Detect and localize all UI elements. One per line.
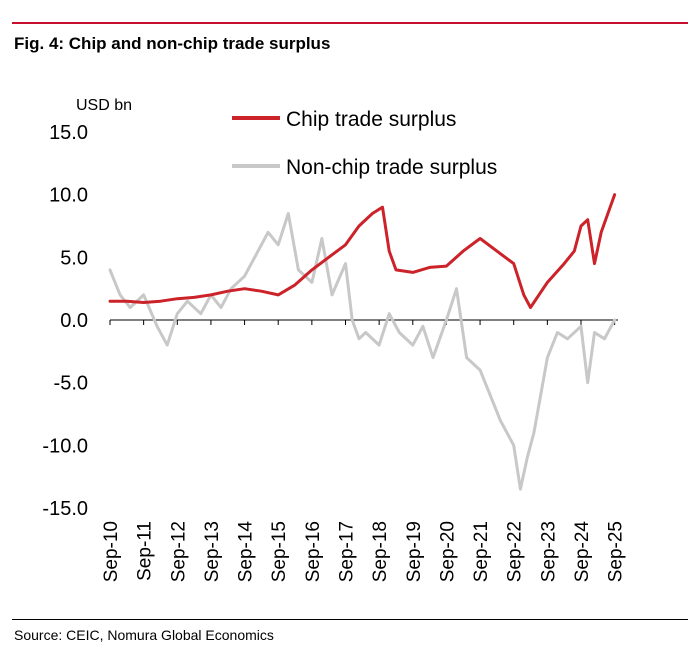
source-note: Source: CEIC, Nomura Global Economics bbox=[14, 627, 274, 643]
y-tick-label: -10.0 bbox=[42, 435, 88, 457]
x-tick-label: Sep-18 bbox=[370, 521, 391, 582]
series-layer bbox=[108, 193, 617, 491]
y-tick-label: 5.0 bbox=[60, 247, 88, 269]
x-tick-label: Sep-16 bbox=[303, 521, 324, 582]
y-tick-label: -15.0 bbox=[42, 498, 88, 520]
series-line-chip bbox=[108, 193, 617, 309]
y-tick-label: 0.0 bbox=[60, 310, 88, 332]
series-line-non-chip bbox=[108, 212, 617, 491]
x-axis-ticks: Sep-10 Sep-11 Sep-12 Sep-13 Sep-14 Sep-15 Sep-… bbox=[101, 320, 627, 582]
bottom-rule bbox=[12, 619, 688, 620]
y-tick-label: -5.0 bbox=[54, 373, 88, 395]
x-tick-label: Sep-13 bbox=[202, 521, 223, 582]
x-tick-label: Sep-17 bbox=[336, 521, 357, 582]
x-tick-label: Sep-25 bbox=[606, 521, 627, 582]
y-axis-ticks: 15.0 10.0 5.0 0.0 -5.0 -10.0 -15.0 bbox=[42, 122, 88, 520]
x-tick-label: Sep-24 bbox=[572, 521, 593, 583]
top-rule bbox=[12, 22, 688, 24]
x-tick-label: Sep-10 bbox=[101, 521, 122, 582]
legend: Chip trade surplus Non-chip trade surplu… bbox=[232, 108, 497, 179]
y-axis-unit-label: USD bn bbox=[76, 97, 132, 114]
legend-label-chip: Chip trade surplus bbox=[286, 108, 456, 131]
x-tick-label: Sep-22 bbox=[505, 521, 526, 582]
x-tick-label: Sep-20 bbox=[437, 521, 458, 582]
x-tick-label: Sep-23 bbox=[538, 521, 559, 582]
y-tick-label: 15.0 bbox=[49, 122, 88, 144]
x-tick-label: Sep-15 bbox=[269, 521, 290, 582]
x-tick-label: Sep-19 bbox=[404, 521, 425, 582]
x-tick-label: Sep-12 bbox=[168, 521, 189, 582]
legend-label-non-chip: Non-chip trade surplus bbox=[286, 156, 497, 179]
x-tick-label: Sep-21 bbox=[471, 521, 492, 582]
x-tick-label: Sep-14 bbox=[236, 521, 257, 583]
x-tick-label: Sep-11 bbox=[135, 521, 156, 581]
figure-title: Fig. 4: Chip and non-chip trade surplus bbox=[14, 34, 331, 53]
y-tick-label: 10.0 bbox=[49, 185, 88, 207]
